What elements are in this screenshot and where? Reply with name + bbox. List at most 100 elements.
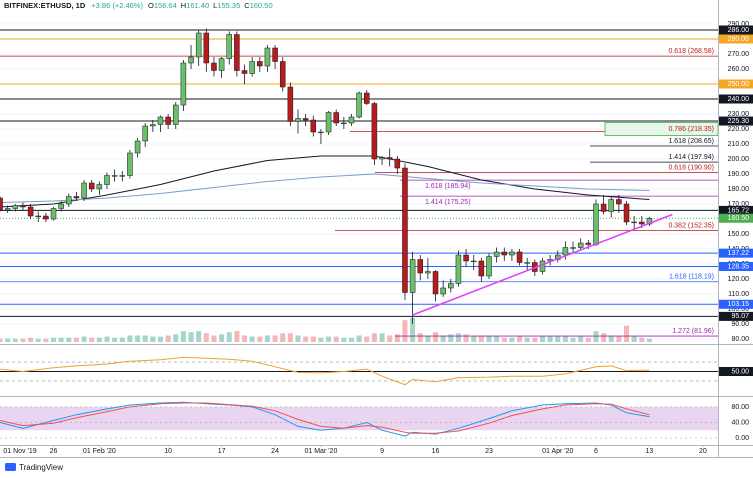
volume-bar [631,336,637,342]
candle-body [364,92,370,104]
y-tick-label: 40.00 [731,419,749,426]
candle-body [257,61,263,67]
volume-bar [318,337,324,342]
candle-body [356,92,362,118]
ohlc-value: 160.50 [250,1,273,10]
volume-bar [379,333,385,342]
level-label: 286.00 [728,27,750,34]
volume-bar [624,325,630,342]
volume-bar [28,337,34,342]
fib-label: 1.414 (175.25) [425,199,471,206]
candle-body [341,122,347,125]
candle-body [195,32,202,58]
candle-body [616,199,622,205]
ohlc-label: O [148,1,154,10]
candle-body [478,260,485,277]
level-label: 95.07 [731,313,749,320]
candle-body [111,175,118,177]
x-tick-label: 9 [380,448,384,455]
volume-bar [348,337,354,342]
fib-label: 1.618 (208.65) [668,138,714,145]
volume-bar [196,331,202,342]
volume-bar [165,335,171,342]
fib-label: 0.618 (268.58) [668,48,714,55]
volume-bar [173,334,179,342]
candle-body [516,251,523,263]
level-label-box [719,34,753,44]
level-label: 137.22 [728,250,750,257]
level-label: 128.35 [728,263,750,270]
volume-bar [601,333,607,342]
volume-bar [562,336,568,342]
level-label-box [719,299,753,309]
rsi-pane [0,356,718,386]
volume-bar [303,336,309,342]
volume-bar [295,335,301,342]
volume-bar [249,336,255,342]
candle-body [639,221,645,225]
y-tick-label: 80.00 [731,336,749,343]
y-tick-label: 220.00 [728,126,750,133]
trendline [412,213,673,316]
candle-body [501,251,508,256]
candle-body [50,208,57,220]
candle-body [180,62,187,106]
y-tick-label: 200.00 [728,156,750,163]
volume-bar [364,336,370,342]
candle-body [371,103,378,160]
volume-bar [203,333,209,342]
level-label-box [719,94,753,104]
brand-name: TradingView [19,463,63,472]
fib-label-box [604,121,718,136]
volume-bar [51,337,57,342]
x-tick-label: 10 [164,448,172,455]
level-label: 280.00 [728,36,750,43]
volume-bar [425,336,431,342]
volume-bar [394,334,400,342]
candle-body [234,34,240,71]
y-tick-label: 290.00 [728,21,750,28]
indicator-line [0,402,650,434]
candle-body [386,157,393,160]
brand: TradingView [5,463,63,472]
indicator-line [0,356,650,386]
candle-body [249,61,255,74]
ohlc-label: C [244,1,250,10]
candle-body [562,247,569,256]
candle-body [203,32,210,64]
candle-body [43,215,49,220]
volume-bar [66,337,72,342]
fib-label: 0.618 (190.90) [668,164,714,171]
volume-bar [341,337,347,342]
volume-bar [387,335,393,342]
candle-body [608,199,614,212]
x-tick-label: 24 [271,448,279,455]
candle-body [470,260,477,263]
ohlc-label: L [213,1,217,10]
axes: 290.00270.00260.00230.00220.00210.00200.… [0,0,753,458]
y-tick-label: 50.00 [731,368,749,375]
candle-body [417,259,423,274]
volume-bar [150,336,156,342]
candle-body [539,260,546,272]
volume-bar [234,331,240,342]
volume-bar [157,336,163,342]
y-tick-label: 0.00 [735,435,749,442]
volume-bar [486,335,492,342]
volume-bar [226,332,232,342]
volume-bar [440,335,446,342]
level-label-box [719,248,753,258]
fib-label: 1.618 (118.19) [669,274,714,281]
candle-body [379,157,385,160]
chart-header: BITFINEX:ETHUSD, 1D +3.86 (+2.46%) O156.64… [4,1,273,10]
x-tick-label: 01 Feb '20 [83,448,116,455]
x-tick-label: 17 [218,448,226,455]
candle-body [88,182,95,190]
volume-bar [471,336,477,342]
volume-bar [463,334,469,342]
brand-logo [5,463,16,471]
volume-bar [5,338,11,342]
x-tick-label: 01 Apr '20 [542,448,573,455]
volume-bar [43,338,49,342]
candle-body [119,175,126,177]
